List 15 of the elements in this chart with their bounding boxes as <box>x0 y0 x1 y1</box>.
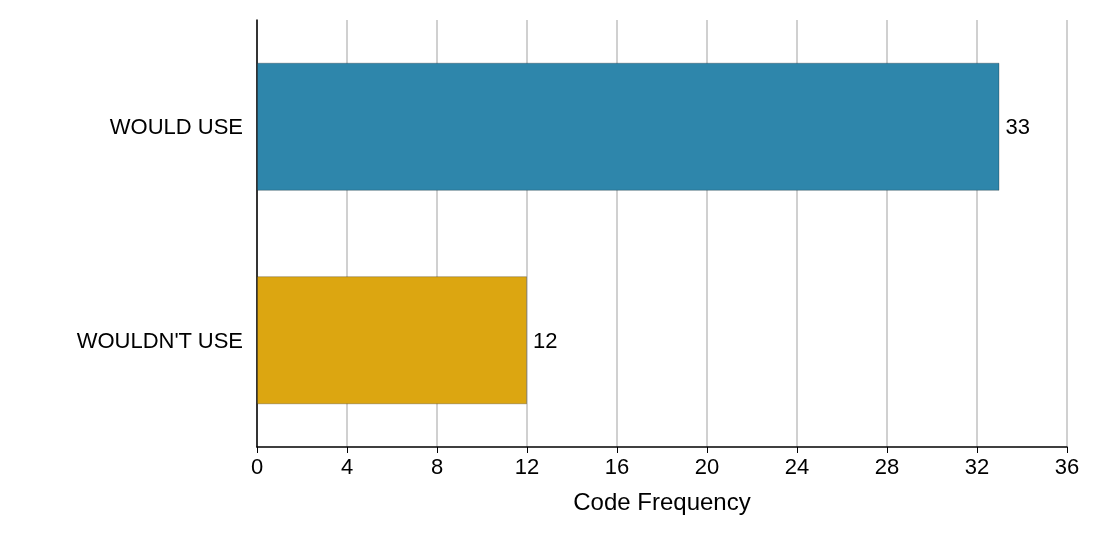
x-tick-label: 12 <box>514 453 540 479</box>
x-tick-label: 28 <box>874 453 900 479</box>
data-label: 12 <box>533 327 558 353</box>
x-tick-label: 4 <box>340 453 354 479</box>
data-label: 33 <box>1005 114 1030 140</box>
x-tick-label: 8 <box>430 453 444 479</box>
x-tick-label: 0 <box>250 453 264 479</box>
x-tick-label: 36 <box>1054 453 1080 479</box>
x-tick-label: 32 <box>964 453 990 479</box>
x-tick-label: 24 <box>784 453 810 479</box>
x-tick-label: 16 <box>604 453 630 479</box>
y-tick-label: WOULD USE <box>109 114 243 140</box>
y-tick-label: WOULDN'T USE <box>76 327 243 353</box>
x-axis-title: Code Frequency <box>573 487 751 515</box>
x-tick-label: 20 <box>694 453 720 479</box>
